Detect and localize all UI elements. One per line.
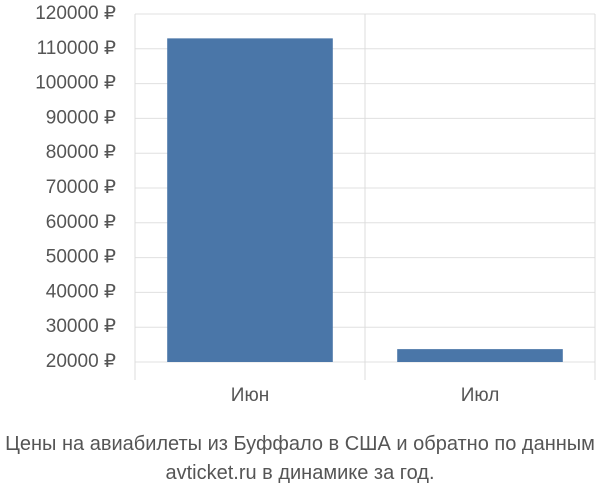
- y-tick-label: 40000 ₽: [46, 281, 116, 302]
- chart-title: Цены на авиабилеты из Буффало в США и об…: [5, 433, 595, 484]
- y-tick-label: 100000 ₽: [35, 73, 116, 94]
- y-tick-label: 20000 ₽: [46, 351, 116, 372]
- chart: 20000 ₽ 30000 ₽ 40000 ₽ 50000 ₽ 60000 ₽ 70000…: [35, 3, 596, 406]
- x-tick-label: Июл: [461, 385, 500, 406]
- y-tick-label: 60000 ₽: [46, 212, 116, 233]
- x-tick-label: Июн: [231, 385, 269, 406]
- y-tick-label: 110000 ₽: [37, 38, 116, 59]
- bar: [167, 38, 333, 363]
- y-tick-label: 30000 ₽: [46, 316, 116, 337]
- y-tick-label: 70000 ₽: [46, 177, 116, 198]
- y-tick-label: 90000 ₽: [46, 107, 116, 128]
- bar: [397, 349, 563, 362]
- y-tick-label: 80000 ₽: [46, 142, 116, 163]
- y-tick-label: 50000 ₽: [46, 247, 116, 268]
- y-tick-label: 120000 ₽: [35, 3, 116, 24]
